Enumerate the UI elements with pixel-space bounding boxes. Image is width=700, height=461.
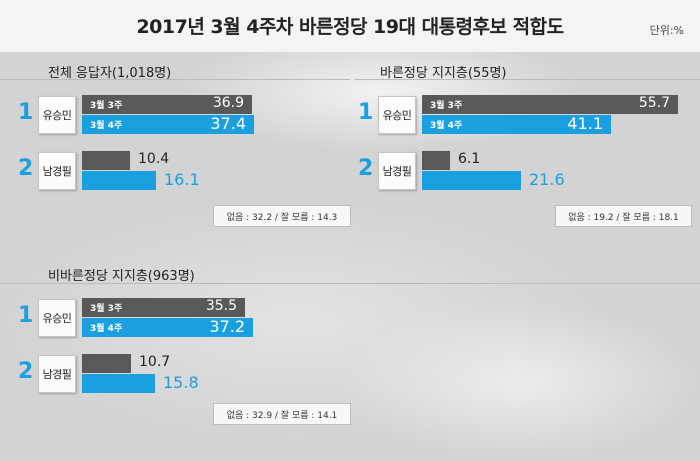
- bar: [82, 318, 253, 337]
- bar: [82, 115, 254, 134]
- divider-top-right: [355, 79, 700, 80]
- rank-number: 2: [18, 156, 34, 181]
- data-label: 36.9: [212, 95, 244, 111]
- series-label: 3월 3주: [90, 101, 123, 111]
- bar: [82, 374, 155, 393]
- data-label: 16.1: [164, 170, 200, 189]
- bar: [422, 115, 611, 134]
- data-label: 10.4: [138, 151, 170, 167]
- footnote: 없음 : 32.2 / 잘 모름 : 14.3: [213, 205, 351, 227]
- data-label: 21.6: [529, 170, 565, 189]
- rank-number: 1: [358, 100, 374, 125]
- data-label: 15.8: [163, 373, 199, 392]
- rank-number: 1: [18, 303, 34, 328]
- series-label: 3월 3주: [430, 101, 463, 111]
- series-label: 3월 4주: [90, 121, 123, 131]
- series-label: 3월 3주: [90, 304, 123, 314]
- rank-number: 2: [18, 359, 34, 384]
- unit-label: 단위:%: [649, 24, 684, 37]
- panel-title: 비바른정당 지지층(963명): [48, 269, 195, 284]
- panel-title: 바른정당 지지층(55명): [380, 66, 507, 81]
- header: 2017년 3월 4주차 바른정당 19대 대통령후보 적합도 단위:%: [0, 0, 700, 52]
- rank-number: 1: [18, 100, 34, 125]
- divider-middle: [0, 283, 700, 284]
- divider-top: [0, 79, 350, 80]
- data-label: 41.1: [567, 114, 603, 133]
- candidate-label: 유승민: [378, 96, 416, 134]
- bar: [82, 354, 131, 373]
- data-label: 35.5: [205, 298, 237, 314]
- rank-number: 2: [358, 156, 374, 181]
- data-label: 10.7: [139, 354, 171, 370]
- candidate-label: 유승민: [38, 299, 76, 337]
- footnote: 없음 : 19.2 / 잘 모름 : 18.1: [555, 205, 692, 227]
- data-label: 37.2: [209, 317, 245, 336]
- panel-title: 전체 응답자(1,018명): [48, 66, 172, 81]
- bar: [422, 95, 678, 114]
- candidate-label: 남경필: [38, 152, 76, 190]
- data-label: 6.1: [458, 151, 481, 167]
- data-label: 37.4: [210, 114, 246, 133]
- page-title: 2017년 3월 4주차 바른정당 19대 대통령후보 적합도: [136, 16, 564, 38]
- bar: [82, 151, 130, 170]
- candidate-label: 유승민: [38, 96, 76, 134]
- bar: [82, 171, 156, 190]
- candidate-label: 남경필: [378, 152, 416, 190]
- bar: [82, 95, 252, 114]
- bar: [422, 151, 450, 170]
- bar: [82, 298, 245, 317]
- series-label: 3월 4주: [90, 324, 123, 334]
- series-label: 3월 4주: [430, 121, 463, 131]
- candidate-label: 남경필: [38, 355, 76, 393]
- bar: [422, 171, 521, 190]
- data-label: 55.7: [638, 95, 670, 111]
- footnote: 없음 : 32.9 / 잘 모름 : 14.1: [213, 403, 351, 425]
